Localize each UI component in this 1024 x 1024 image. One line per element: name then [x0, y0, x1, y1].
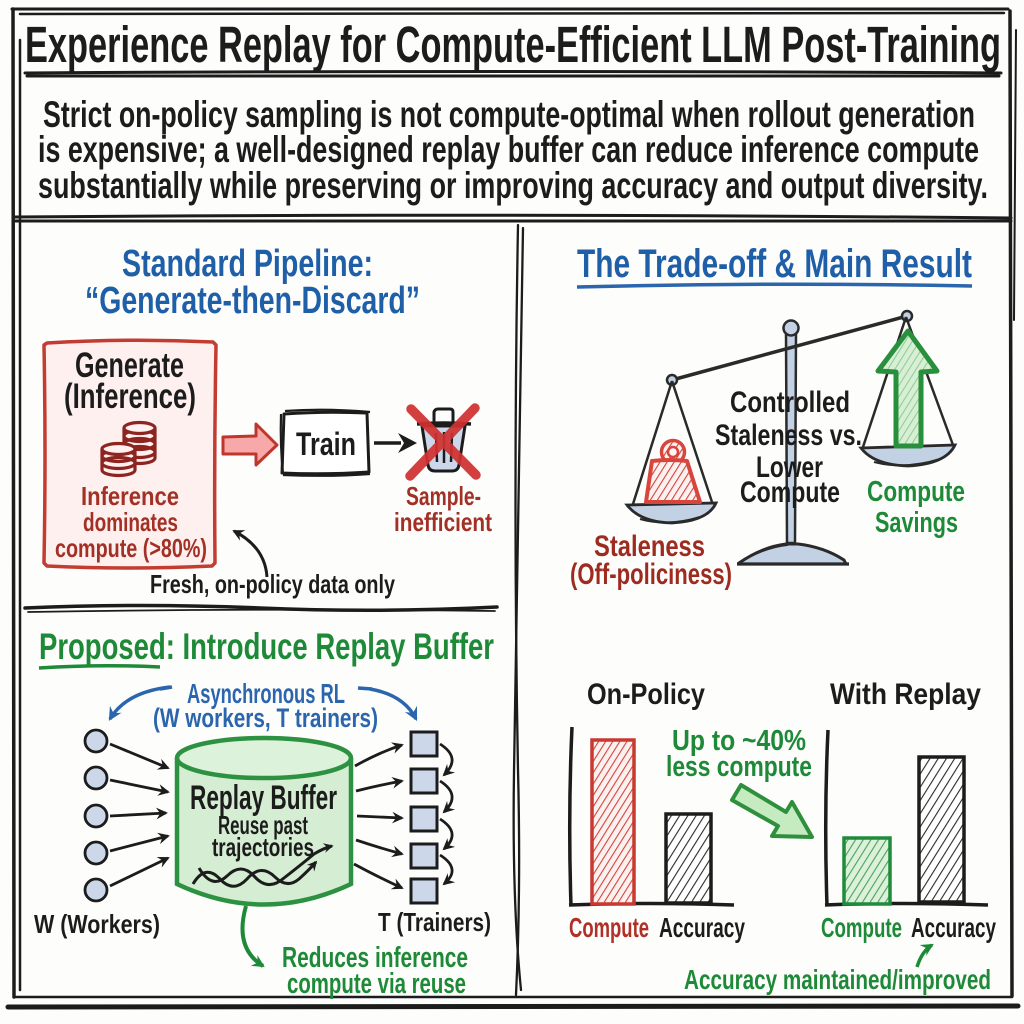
svg-text:Generate: Generate — [75, 346, 184, 385]
svg-text:Staleness vs.: Staleness vs. — [715, 419, 862, 452]
svg-text:Compute: Compute — [740, 476, 840, 509]
svg-text:The Trade-off & Main Result: The Trade-off & Main Result — [577, 242, 972, 286]
svg-text:less compute: less compute — [666, 751, 812, 783]
svg-text:Sample-: Sample- — [406, 481, 481, 511]
svg-text:T (Trainers): T (Trainers) — [378, 907, 491, 937]
svg-text:With Replay: With Replay — [830, 678, 981, 711]
svg-text:Asynchronous RL: Asynchronous RL — [187, 678, 345, 709]
svg-text:Reuse past: Reuse past — [218, 810, 308, 840]
svg-text:compute via reuse: compute via reuse — [287, 968, 466, 1000]
svg-text:Inference: Inference — [81, 481, 179, 511]
svg-text:Strict on-policy sampling is n: Strict on-policy sampling is not compute… — [43, 94, 975, 135]
svg-text:(Inference): (Inference) — [64, 377, 196, 416]
svg-text:Experience Replay for Compute-: Experience Replay for Compute-Efficient … — [25, 16, 1001, 73]
svg-text:W (Workers): W (Workers) — [34, 909, 160, 939]
svg-text:Compute: Compute — [569, 912, 649, 943]
svg-text:trajectories: trajectories — [212, 832, 314, 862]
svg-text:Controlled: Controlled — [730, 386, 850, 419]
svg-text:Staleness: Staleness — [594, 530, 705, 563]
svg-text:Replay Buffer: Replay Buffer — [190, 779, 337, 817]
svg-text:Reduces inference: Reduces inference — [282, 942, 468, 974]
svg-text:Up to ~40%: Up to ~40% — [672, 725, 806, 757]
svg-text:“Generate-then-Discard”: “Generate-then-Discard” — [85, 280, 420, 322]
svg-text:Savings: Savings — [875, 507, 958, 539]
svg-text:Train: Train — [296, 426, 356, 462]
svg-text:is expensive; a well-designed: is expensive; a well-designed replay buf… — [38, 129, 979, 170]
svg-text:Accuracy maintained/improved: Accuracy maintained/improved — [684, 964, 991, 995]
svg-text:(W workers, T trainers): (W workers, T trainers) — [153, 703, 378, 733]
svg-text:Fresh, on-policy data only: Fresh, on-policy data only — [150, 569, 395, 599]
svg-text:Compute: Compute — [867, 476, 965, 508]
svg-text:Compute: Compute — [821, 912, 902, 943]
svg-text:substantially while preserving: substantially while preserving or improv… — [38, 165, 988, 206]
svg-text:compute (>80%): compute (>80%) — [55, 533, 207, 563]
svg-text:Proposed: Introduce Replay Buf: Proposed: Introduce Replay Buffer — [39, 626, 494, 667]
svg-text:Standard Pipeline:: Standard Pipeline: — [122, 243, 373, 285]
svg-text:inefficient: inefficient — [394, 507, 492, 537]
svg-text:Accuracy: Accuracy — [659, 912, 745, 943]
svg-text:Accuracy: Accuracy — [911, 912, 996, 943]
svg-text:dominates: dominates — [83, 507, 178, 537]
svg-text:(Off-policiness): (Off-policiness) — [570, 558, 732, 591]
svg-text:Lower: Lower — [756, 451, 823, 484]
svg-text:On-Policy: On-Policy — [587, 678, 705, 711]
